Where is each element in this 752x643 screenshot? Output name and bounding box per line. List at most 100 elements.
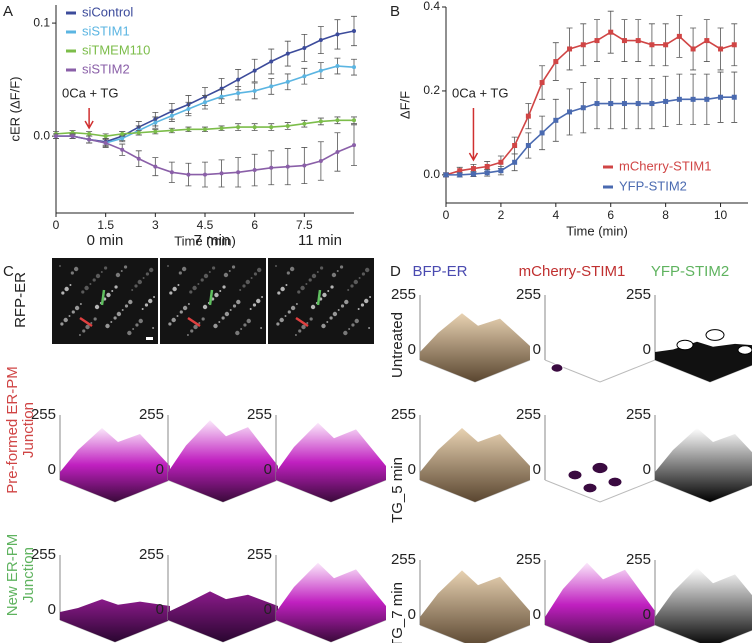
micrograph-speckle [85, 324, 90, 330]
micrograph-speckle [305, 283, 308, 285]
row-label: TG_7 min [389, 582, 406, 643]
marker [594, 38, 600, 44]
marker [484, 163, 490, 169]
micrograph-speckle [59, 265, 61, 267]
marker [285, 79, 290, 84]
micrograph-speckle [212, 266, 216, 270]
legend-label: siSTIM2 [82, 61, 130, 76]
micrograph-speckle [169, 291, 173, 295]
marker [663, 98, 669, 104]
marker [236, 91, 241, 96]
surface-blob [705, 329, 725, 341]
micrograph-speckle [221, 316, 225, 320]
micrograph-speckle [116, 311, 122, 317]
micrograph-speckle [104, 266, 108, 270]
micrograph-speckle [134, 284, 138, 288]
data-point [648, 77, 655, 130]
micrograph-speckle [320, 266, 324, 270]
red-arrow [295, 316, 309, 328]
surface [655, 567, 752, 643]
marker [318, 68, 323, 73]
marker [621, 101, 627, 107]
z-tick-label: 0 [156, 601, 164, 618]
micrograph-speckle [84, 285, 89, 291]
micrograph-speckle [208, 271, 211, 273]
data-point [301, 67, 308, 85]
row-label: TG_5 min [389, 457, 406, 523]
marker [153, 129, 158, 134]
z-tick-label: 255 [391, 286, 416, 303]
micrograph-speckle [223, 272, 229, 278]
micrograph-speckle [280, 286, 285, 292]
y-tick-label: 0.0 [423, 167, 440, 181]
x-axis-title: Time (min) [566, 223, 628, 238]
data-point [690, 73, 697, 125]
data-point [284, 122, 291, 130]
micrograph-speckle [329, 316, 333, 320]
data-point [168, 109, 175, 122]
z-tick-label: 0 [264, 601, 272, 618]
marker [649, 101, 655, 107]
micrograph-speckle [351, 323, 355, 327]
z-tick-label: 0 [643, 606, 651, 623]
z-tick-label: 255 [516, 286, 541, 303]
data-point [268, 78, 275, 95]
micrograph-speckle [141, 308, 144, 310]
micrograph-speckle [189, 290, 193, 294]
micrograph-speckle [316, 271, 319, 273]
marker [352, 65, 356, 70]
data-point [717, 71, 724, 123]
marker [457, 168, 463, 174]
marker [103, 134, 108, 139]
marker [252, 125, 257, 130]
data-point [334, 116, 341, 125]
data-point [566, 88, 573, 136]
data-point [470, 171, 477, 177]
marker [252, 68, 257, 73]
data-point [594, 77, 600, 130]
x-tick-label: 4 [552, 208, 559, 222]
micrograph-speckle [200, 278, 204, 282]
surface-blob [567, 469, 583, 481]
z-tick-label: 0 [643, 461, 651, 478]
column-label: BFP-ER [412, 263, 467, 280]
data-point [317, 26, 324, 55]
marker [335, 118, 340, 123]
y-tick-label: 0.0 [33, 128, 50, 142]
micrograph-speckle [82, 329, 86, 333]
data-point [218, 89, 225, 104]
x-tick-label: 1.5 [97, 218, 114, 232]
marker [457, 172, 463, 178]
marker [676, 96, 682, 102]
z-tick-label: 255 [139, 546, 164, 563]
micrograph-speckle [337, 309, 340, 311]
marker [318, 119, 323, 124]
marker [285, 123, 290, 128]
z-tick-label: 0 [533, 341, 541, 358]
micrograph-speckle [253, 272, 257, 276]
micrograph-speckle [261, 296, 264, 298]
micrograph-speckle [89, 283, 92, 285]
micrograph-speckle [187, 303, 190, 305]
marker [318, 159, 323, 163]
micrograph-speckle [179, 310, 183, 314]
marker [169, 128, 174, 133]
micrograph-speckle [79, 303, 82, 305]
surface [168, 591, 278, 642]
micrograph-speckle [63, 317, 68, 323]
data-point [86, 135, 93, 144]
z-tick-label: 0 [408, 606, 416, 623]
surface [420, 428, 530, 502]
z-tick-label: 0 [264, 461, 272, 478]
micrograph-speckle [100, 271, 103, 273]
micrograph-speckle [331, 272, 337, 278]
micrograph-speckle [289, 266, 295, 272]
data-point [621, 77, 628, 130]
data-point [251, 123, 258, 131]
micrograph [268, 258, 374, 344]
surface [276, 562, 386, 642]
micrograph-speckle [252, 303, 257, 307]
micrograph-speckle [240, 328, 243, 330]
marker [443, 172, 449, 178]
series-line [445, 31, 735, 176]
